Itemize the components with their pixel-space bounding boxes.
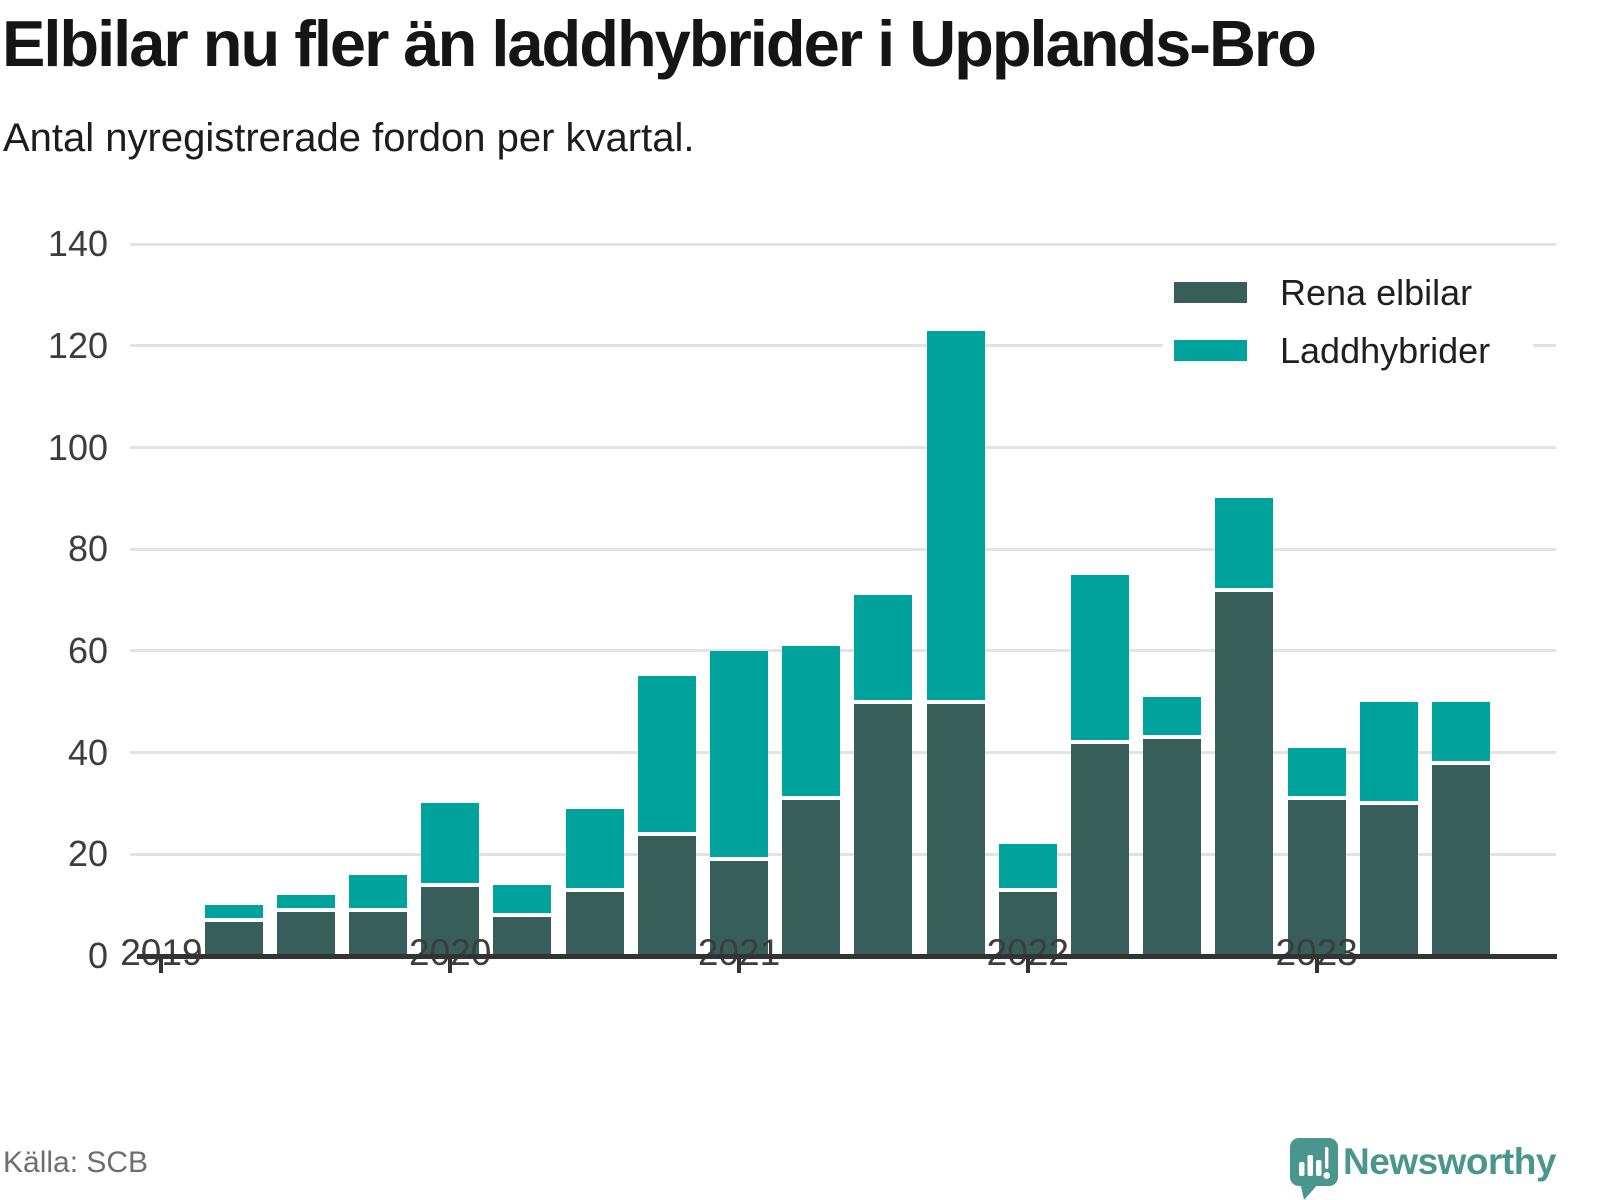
bar-segment-laddhybrider (926, 330, 985, 700)
bar-segment-laddhybrider (1143, 696, 1202, 736)
bar-segment-rena-elbilar (1359, 805, 1418, 956)
gridline (130, 852, 1556, 856)
bar-segment-rena-elbilar (1071, 744, 1129, 956)
bar-segment-laddhybrider (1359, 701, 1418, 802)
bar-segment-laddhybrider (637, 676, 696, 832)
gridline (130, 344, 1556, 348)
bar-segment-laddhybrider (493, 884, 552, 914)
bar-segment-rena-elbilar (1215, 591, 1274, 956)
bar-segment-rena-elbilar (1432, 764, 1490, 956)
newsworthy-speech-bubble-bar-chart-icon (1290, 1138, 1338, 1200)
chart-title: Elbilar nu fler än laddhybrider i Upplan… (2, 7, 1317, 80)
bar-segment-laddhybrider (1071, 574, 1129, 741)
bar-segment-rena-elbilar (421, 886, 480, 956)
bar-segment-rena-elbilar (1287, 800, 1346, 956)
y-tick-label: 80 (67, 528, 108, 570)
bar-segment-laddhybrider (421, 803, 480, 883)
gridline (130, 446, 1556, 449)
bar-segment-rena-elbilar (854, 703, 913, 956)
bar-segment-laddhybrider (1432, 701, 1490, 761)
x-tick-mark (1025, 958, 1030, 973)
bar-segment-rena-elbilar (998, 891, 1057, 956)
y-tick-label: 60 (67, 629, 108, 671)
source-credit: Källa: SCB (3, 1146, 149, 1179)
x-tick-mark (737, 958, 741, 973)
gridline (130, 751, 1556, 755)
bar-segment-laddhybrider (998, 844, 1057, 888)
bar-segment-rena-elbilar (204, 922, 263, 956)
x-tick-mark (448, 958, 453, 973)
bar-segment-rena-elbilar (1143, 739, 1202, 956)
bar-segment-rena-elbilar (349, 912, 407, 956)
bar-segment-laddhybrider (710, 650, 768, 858)
x-tick-mark (159, 958, 164, 973)
legend-swatch-laddhybrider (1174, 340, 1247, 361)
bar-segment-rena-elbilar (926, 703, 985, 956)
y-tick-label: 140 (47, 223, 108, 265)
brand-name: Newsworthy (1343, 1141, 1556, 1182)
x-tick-mark (1314, 958, 1319, 973)
y-tick-label: 120 (47, 324, 108, 366)
bar-segment-laddhybrider (1215, 498, 1274, 588)
x-axis-line (137, 954, 1557, 959)
gridline (130, 547, 1556, 551)
legend-label-rena-elbilar: Rena elbilar (1280, 272, 1473, 313)
bar-segment-rena-elbilar (565, 891, 624, 956)
y-tick-label: 100 (47, 426, 108, 468)
bar-segment-rena-elbilar (493, 917, 552, 956)
bar-segment-laddhybrider (204, 905, 263, 919)
bar-segment-rena-elbilar (637, 835, 696, 956)
bar-segment-rena-elbilar (710, 861, 768, 956)
y-tick-label: 0 (87, 935, 108, 976)
bar-segment-laddhybrider (565, 808, 624, 888)
bar-segment-laddhybrider (782, 645, 841, 797)
legend-swatch-rena-elbilar (1174, 282, 1247, 303)
bar-segment-laddhybrider (1287, 747, 1346, 797)
bar-segment-laddhybrider (854, 594, 913, 700)
gridline (130, 649, 1556, 653)
y-tick-label: 40 (67, 731, 108, 773)
bar-segment-laddhybrider (349, 874, 407, 909)
bar-segment-rena-elbilar (276, 912, 335, 956)
gridline (130, 242, 1556, 246)
chart-subtitle: Antal nyregistrerade fordon per kvartal. (3, 116, 695, 160)
y-tick-label: 20 (67, 833, 108, 875)
legend-label-laddhybrider: Laddhybrider (1280, 330, 1491, 371)
bar-segment-rena-elbilar (782, 800, 841, 956)
bar-segment-laddhybrider (276, 894, 335, 909)
